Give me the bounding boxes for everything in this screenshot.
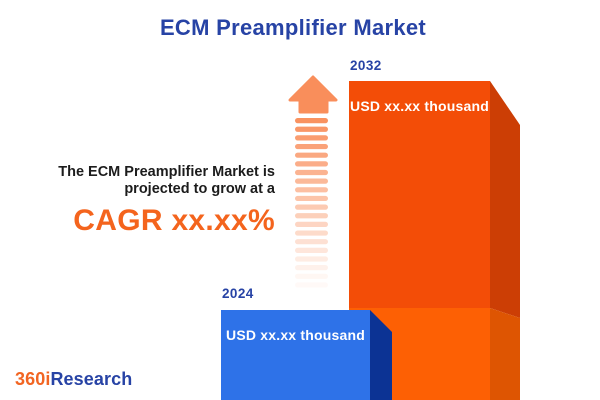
- growth-arrow-icon: [288, 75, 338, 288]
- bar-value-2032: USD xx.xx thousand: [350, 98, 489, 114]
- page-title: ECM Preamplifier Market: [159, 15, 427, 40]
- bar-2032-side-top: [490, 81, 520, 318]
- bar-label-2024: 2024: [222, 286, 254, 301]
- cagr-value: CAGR xx.xx%: [73, 204, 275, 237]
- bar-2032-side-bottom: [490, 308, 520, 400]
- logo-360i: 360i: [15, 369, 51, 389]
- bar-2024-side: [370, 310, 392, 400]
- tagline-line2: projected to grow at a: [124, 181, 275, 197]
- tagline-block: The ECM Preamplifier Market is projected…: [10, 164, 275, 238]
- bar-2032-front-bottom: [349, 308, 490, 400]
- logo-research: Research: [50, 369, 133, 389]
- company-logo: 360iResearch: [15, 369, 132, 390]
- bar-2024-front: [221, 310, 370, 400]
- bar-value-2024: USD xx.xx thousand: [226, 327, 365, 343]
- arrow-stripes: [295, 118, 328, 288]
- tagline-line1: The ECM Preamplifier Market is: [58, 164, 275, 180]
- arrow-head: [288, 75, 338, 114]
- bar-label-2032: 2032: [350, 58, 382, 73]
- bar-2032-front-top: [349, 81, 490, 308]
